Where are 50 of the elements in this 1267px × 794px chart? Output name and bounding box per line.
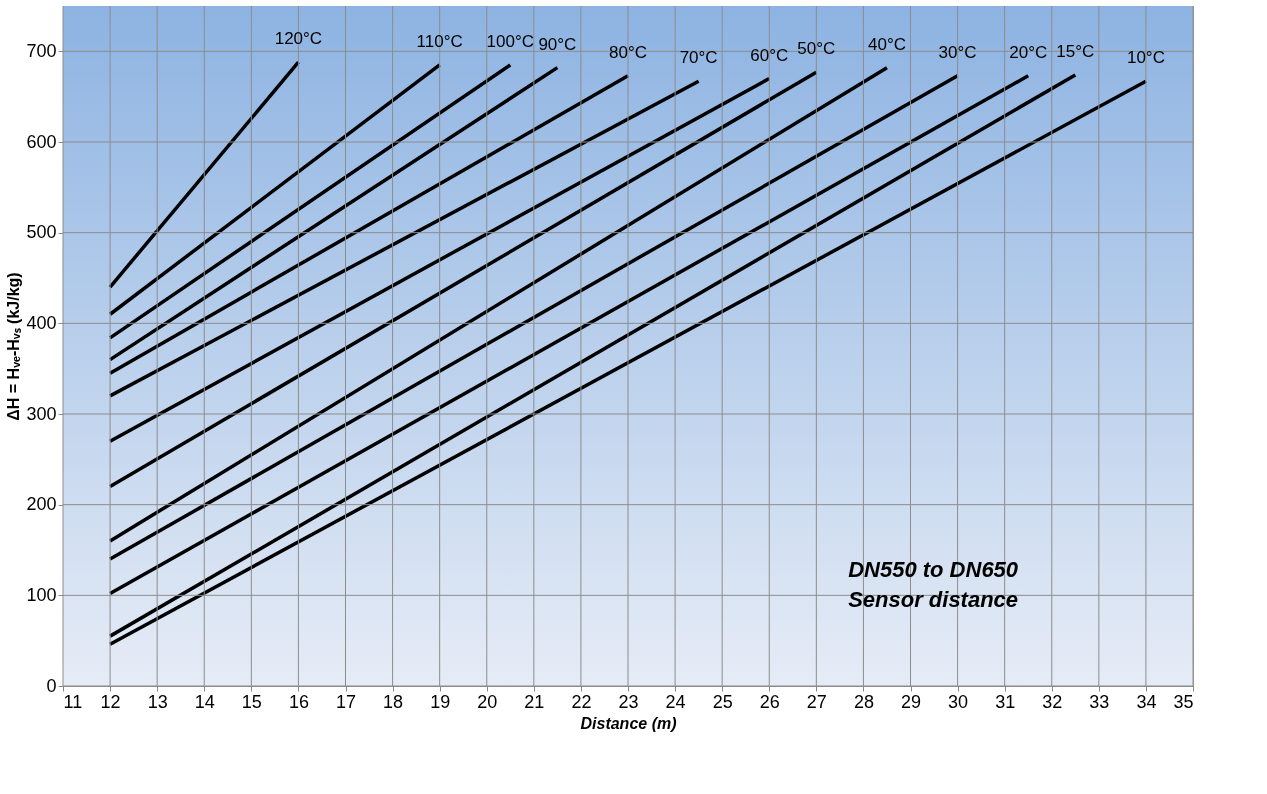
x-tick-label: 35 bbox=[1173, 691, 1194, 712]
x-tick-label: 30 bbox=[948, 691, 969, 712]
x-tick-label: 29 bbox=[900, 691, 922, 712]
series-label: 80°C bbox=[609, 42, 647, 62]
x-tick-label: 14 bbox=[194, 691, 215, 712]
x-tick-label: 27 bbox=[806, 691, 827, 712]
x-tick-label: 18 bbox=[383, 691, 404, 712]
series-label: 100°C bbox=[486, 31, 535, 51]
x-tick-label: 28 bbox=[853, 691, 874, 712]
series-label: 20°C bbox=[1009, 42, 1048, 62]
x-tick-label: 22 bbox=[571, 691, 592, 712]
x-tick-label: 32 bbox=[1042, 691, 1063, 712]
annotation: DN550 to DN650 bbox=[848, 557, 1019, 583]
x-tick-label: 31 bbox=[995, 691, 1016, 712]
series-label: 60°C bbox=[750, 45, 789, 65]
series-label: 10°C bbox=[1126, 48, 1165, 68]
y-tick-label: 0 bbox=[46, 675, 57, 696]
series-label: 40°C bbox=[867, 34, 906, 54]
series-label: 90°C bbox=[538, 34, 577, 54]
x-tick-label: 11 bbox=[63, 691, 83, 712]
x-tick-label: 16 bbox=[288, 691, 309, 712]
annotation: Sensor distance bbox=[848, 587, 1019, 613]
x-axis-title: Distance (m) bbox=[580, 714, 677, 732]
x-tick-label: 23 bbox=[618, 691, 639, 712]
series-label: 110°C bbox=[416, 31, 463, 51]
y-tick-label: 300 bbox=[26, 403, 57, 424]
x-tick-label: 21 bbox=[524, 691, 545, 712]
y-tick-label: 100 bbox=[26, 584, 57, 605]
x-tick-label: 17 bbox=[335, 691, 357, 712]
x-tick-label: 20 bbox=[477, 691, 498, 712]
y-tick-label: 700 bbox=[26, 40, 57, 61]
x-tick-label: 25 bbox=[712, 691, 733, 712]
x-tick-label: 33 bbox=[1089, 691, 1110, 712]
series-label: 50°C bbox=[797, 39, 836, 59]
y-tick-label: 500 bbox=[26, 222, 57, 243]
y-tick-label: 600 bbox=[26, 131, 57, 152]
series-label: 15°C bbox=[1056, 41, 1095, 61]
x-tick-label: 26 bbox=[759, 691, 780, 712]
series-label: 120°C bbox=[274, 29, 323, 49]
x-tick-label: 24 bbox=[665, 691, 686, 712]
x-tick-label: 13 bbox=[147, 691, 168, 712]
x-tick-label: 34 bbox=[1136, 691, 1157, 712]
x-tick-label: 12 bbox=[100, 691, 121, 712]
y-axis-title: ΔH = Hᵥₑ-Hᵥₛ (kJ/kg) bbox=[5, 272, 23, 421]
y-tick-label: 400 bbox=[26, 312, 57, 333]
series-label: 70°C bbox=[679, 48, 718, 68]
x-tick-label: 19 bbox=[430, 691, 451, 712]
y-tick-label: 200 bbox=[26, 494, 57, 515]
x-tick-label: 15 bbox=[241, 691, 262, 712]
series-label: 30°C bbox=[938, 42, 977, 62]
